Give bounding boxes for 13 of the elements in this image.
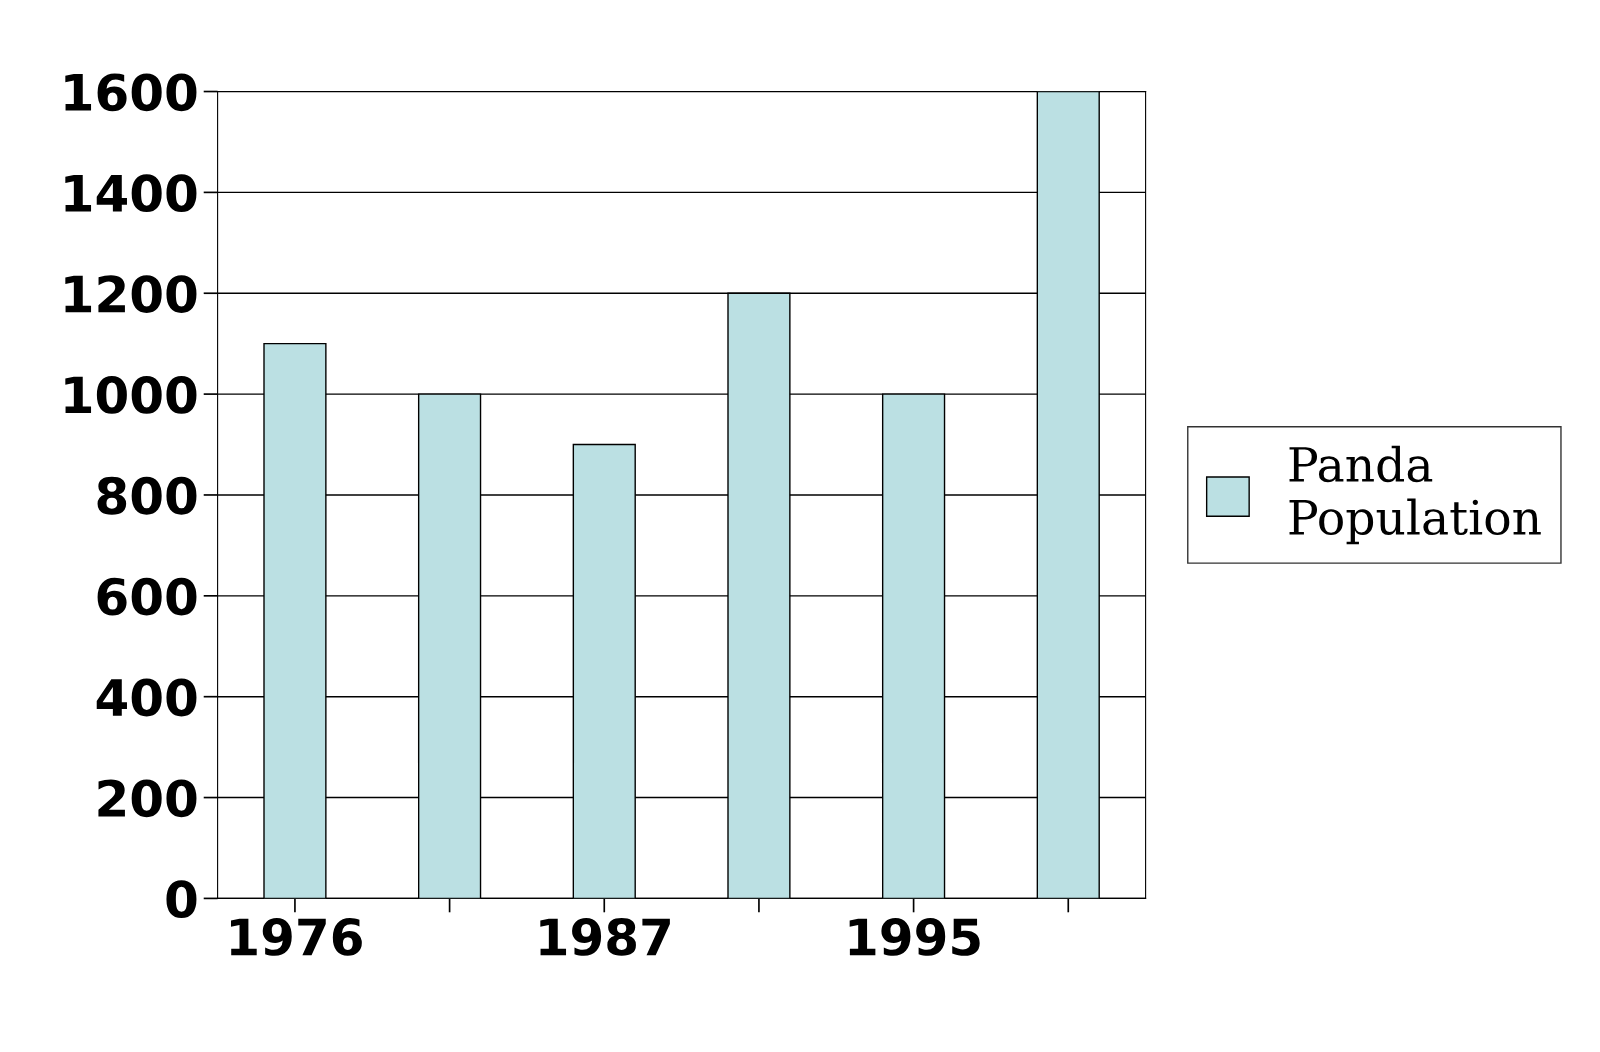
x-tick-label: 1987 — [540, 918, 670, 956]
y-tick-label: 600 — [97, 577, 197, 616]
x-tick-label: 1995 — [849, 918, 980, 956]
y-tick-label: 200 — [98, 779, 197, 818]
legend-label: Panda Population — [1289, 445, 1541, 545]
y-tick-label: 1000 — [65, 375, 197, 414]
y-tick-label: 1400 — [65, 174, 197, 213]
y-tick-label: 800 — [97, 476, 197, 515]
y-tick-label: 0 — [166, 880, 197, 919]
y-tick-label: 1200 — [65, 275, 197, 313]
y-tick-label: 400 — [96, 678, 197, 717]
y-tick-label: 1600 — [65, 73, 197, 112]
x-tick-label: 1976 — [231, 918, 362, 956]
